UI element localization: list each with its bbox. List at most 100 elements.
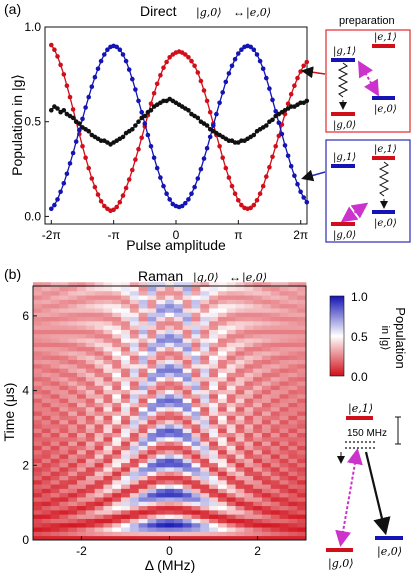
heatmap-cell [103,466,113,472]
heatmap-cell [191,329,201,335]
heatmap-cell [85,308,96,313]
heatmap-cell [288,424,298,429]
heatmap-cell [279,415,289,421]
heatmap-cell [165,492,175,498]
heatmap-cell [77,475,87,481]
heatmap-cell [94,492,104,498]
data-point-blue [273,109,279,114]
heatmap-cell [68,320,78,326]
heatmap-cell [112,514,122,519]
data-point-blue [288,163,294,169]
heatmap-cell [270,376,280,382]
heatmap-cell [112,338,122,343]
heatmap-cell [253,342,263,348]
heatmap-cell [191,466,201,472]
heatmap-cell [85,514,96,519]
heatmap-cell [156,325,166,330]
heatmap-cell [59,389,69,395]
data-point-red [257,191,263,196]
heatmap-cell [103,333,113,339]
heatmap-cell [129,333,140,339]
data-point-blue [189,191,194,196]
heatmap-cell [209,458,219,464]
heatmap-cell [121,531,131,537]
data-point-blue [126,67,132,72]
heatmap-cell [226,428,236,434]
heatmap-cell [121,428,131,434]
heatmap-cell [94,355,104,360]
heatmap-cell [270,282,280,287]
heatmap-cell [279,290,289,296]
heatmap-cell [209,488,219,494]
heatmap-cell [68,436,78,442]
data-point-black [304,98,310,104]
heatmap-cell [156,501,166,507]
heatmap-cell [173,509,184,515]
heatmap-cell [200,359,210,365]
heatmap-cell [288,350,298,356]
heatmap-xlabel: Δ (MHz) [145,557,196,573]
heatmap-cell [253,393,263,399]
heatmap-cell [147,350,157,356]
heatmap-cell [147,531,157,537]
heatmap-cell [244,381,254,386]
heatmap-cell [270,531,280,537]
heatmap-cell [59,501,69,507]
heatmap-cell [165,402,175,408]
heatmap-cell [261,432,272,438]
heatmap-cell [68,376,78,382]
heatmap-cell [217,346,228,352]
heatmap-cell [173,299,184,305]
heatmap-cell [147,325,157,330]
heatmap-cell [68,479,78,485]
heatmap-cell [103,299,113,305]
heatmap-cell [191,303,201,309]
heatmap-cell [41,484,52,489]
heatmap-cell [147,419,157,425]
data-point-red [264,174,269,179]
heatmap-cell [235,338,245,343]
data-point-red [232,191,238,196]
heatmap-cell [165,329,175,335]
heatmap-cell [129,402,140,408]
heatmap-cell [147,488,157,494]
heatmap-cell [226,497,236,502]
heatmap-cell [244,393,254,399]
heatmap-cell [173,295,184,300]
heatmap-cell [244,441,254,446]
heatmap-cell [41,415,52,421]
heatmap-cell [279,411,289,416]
heatmap-cell [85,475,96,481]
heatmap-cell [59,372,69,378]
heatmap-cell [33,462,43,468]
heatmap-cell [33,402,43,408]
heatmap-cell [77,282,87,287]
heatmap-cell [59,488,69,494]
data-point-black [186,108,191,113]
heatmap-cell [261,419,272,425]
heatmap-cell [147,454,157,459]
heatmap-cell [209,518,219,524]
heatmap-cell [68,475,78,481]
heatmap-cell [94,389,104,395]
heatmap-cell [138,402,148,408]
heatmap-cell [270,445,280,451]
heatmap-cell [103,316,113,322]
heatmap-cell [112,415,122,421]
heatmap-cell [50,316,60,322]
heatmap-cell [217,488,228,494]
heatmap-cell [33,454,43,459]
heatmap-cell [138,458,148,464]
heatmap-cell [253,368,263,373]
heatmap-cell [270,316,280,322]
heatmap-cell [173,531,184,537]
heatmap-cell [138,406,148,412]
data-point-red [52,47,57,52]
heatmap-cell [182,458,192,464]
heatmap-cell [182,312,192,318]
heatmap-cell [200,505,210,511]
heatmap-cell [121,432,131,438]
heatmap-cell [173,475,184,481]
heatmap-cell [261,312,272,318]
heatmap-cell [59,492,69,498]
